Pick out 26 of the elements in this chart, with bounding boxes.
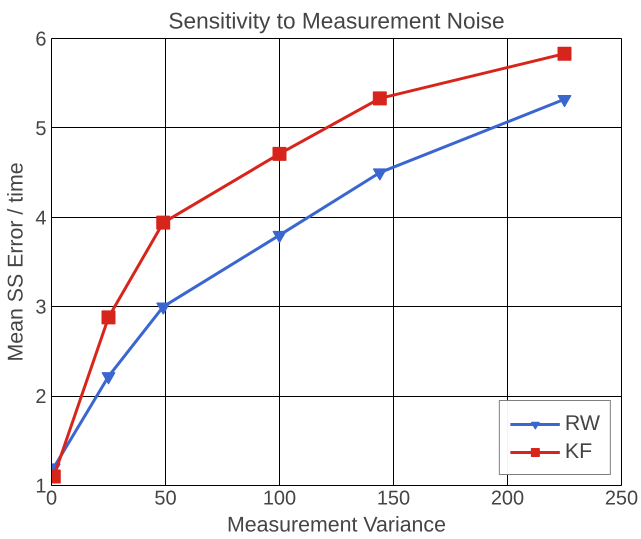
x-tick-label: 250 xyxy=(604,488,638,510)
x-tick-label: 200 xyxy=(490,488,524,510)
y-tick-label: 3 xyxy=(35,296,46,319)
point xyxy=(272,230,286,244)
x-tick-label: 100 xyxy=(262,488,296,510)
x-tick-label: 0 xyxy=(46,488,58,510)
y-tick-label: 1 xyxy=(35,476,46,498)
legend-label: RW xyxy=(564,411,600,436)
point xyxy=(102,310,116,324)
legend-label: KF xyxy=(564,439,592,464)
point xyxy=(372,91,387,106)
y-tick-label: 6 xyxy=(35,28,46,50)
y-axis-title: Mean SS Error / time xyxy=(3,162,28,362)
x-tick-label: 50 xyxy=(154,488,177,510)
y-tick-label: 4 xyxy=(35,207,46,230)
point xyxy=(372,168,387,181)
point xyxy=(156,216,170,230)
x-tick-label: 150 xyxy=(376,488,410,510)
y-tick-label: 5 xyxy=(35,118,46,140)
chart-title: Sensitivity to Measurement Noise xyxy=(168,8,505,34)
point xyxy=(272,146,286,161)
point xyxy=(102,372,116,384)
y-tick-label: 2 xyxy=(35,386,46,408)
point xyxy=(558,46,572,61)
x-axis-title: Measurement Variance xyxy=(227,512,446,536)
point xyxy=(156,302,170,315)
